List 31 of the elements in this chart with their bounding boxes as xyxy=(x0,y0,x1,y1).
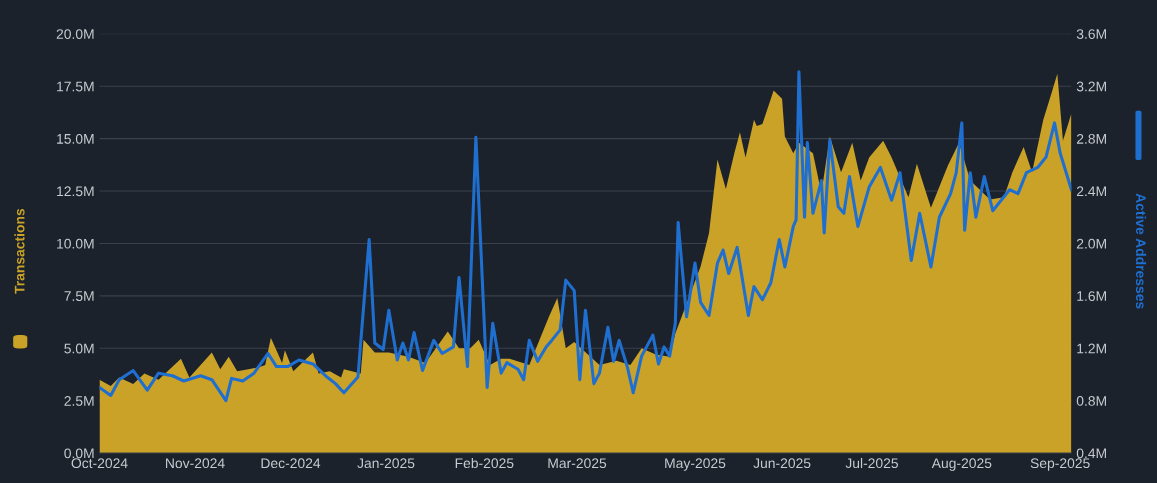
x-tick-label: Aug-2025 xyxy=(931,458,992,471)
x-tick-label: Jul-2025 xyxy=(845,457,899,469)
x-tick-label: May-2025 xyxy=(665,458,726,471)
x-tick-label: Jan-2025 xyxy=(357,458,415,469)
y2-tick-label: 3.6M xyxy=(1076,29,1106,39)
x-tick-label: Oct-2024 xyxy=(71,458,128,469)
x-tick-label: Mar-2025 xyxy=(548,458,607,469)
y-tick-label: 15.0M xyxy=(57,133,94,144)
y2-tick-label: 2.4M xyxy=(1076,186,1106,197)
y2-tick-label: 2.0M xyxy=(1076,238,1106,249)
y-tick-label: 10.0M xyxy=(57,238,94,249)
text: Active Addresses xyxy=(1135,193,1147,309)
x-tick-label: Sep-2025 xyxy=(1030,458,1090,471)
y-tick-label: 7.5M xyxy=(64,291,94,302)
x-tick-label: Feb-2025 xyxy=(455,457,514,469)
y2-tick-label: 1.6M xyxy=(1077,291,1106,302)
y2-tick-label: 0.8M xyxy=(1076,395,1106,406)
text: Transactions xyxy=(14,208,25,294)
y2-tick-label: 0.4M xyxy=(1076,448,1106,459)
y2-tick-label: 1.2M xyxy=(1077,343,1106,354)
y2-tick-label: 2.8M xyxy=(1076,133,1106,144)
y-tick-label: 17.5M xyxy=(57,81,94,92)
y-tick-label: 0.0M xyxy=(64,448,94,459)
y-tick-label: 5.0M xyxy=(64,343,94,354)
y-tick-label: 20.0M xyxy=(56,29,94,39)
y2-tick-label: 3.2M xyxy=(1076,81,1106,92)
y-tick-label: 2.5M xyxy=(64,395,94,406)
x-tick-label: Nov-2024 xyxy=(166,458,225,469)
y-tick-label: 12.5M xyxy=(57,186,94,197)
x-tick-label: Dec-2024 xyxy=(261,458,321,469)
x-tick-label: Jun-2025 xyxy=(753,458,811,469)
